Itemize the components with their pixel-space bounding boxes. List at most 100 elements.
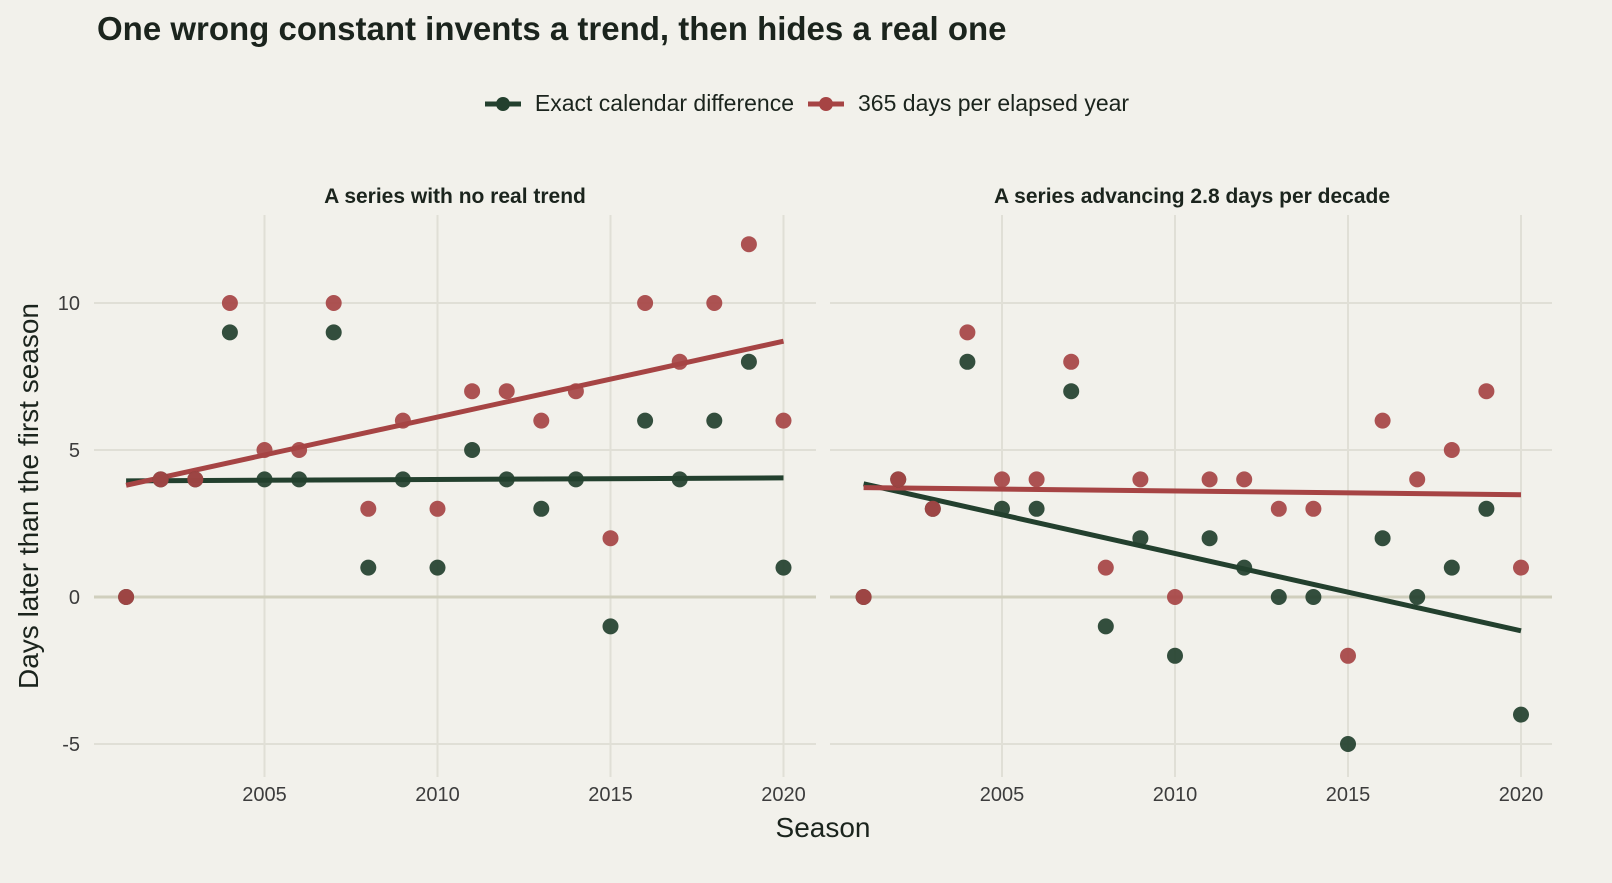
x-tick-label: 2020 [1499, 784, 1544, 806]
data-point-exact [325, 324, 342, 341]
panel-1: A series with no real trend 2005 2010 2015 2… [94, 185, 816, 806]
x-tick-label: 2010 [415, 784, 460, 806]
data-point-exact [429, 559, 446, 576]
data-point-exact [291, 471, 308, 488]
x-tick-label: 2005 [980, 784, 1025, 806]
data-point-approx [187, 471, 204, 488]
legend-label-approx: 365 days per elapsed year [858, 90, 1130, 116]
data-point-approx [256, 442, 273, 458]
y-tick-label: 10 [58, 293, 80, 315]
data-point-approx [1167, 589, 1183, 605]
y-axis-title: Days later than the first season [13, 303, 44, 689]
data-point-approx [1097, 559, 1114, 576]
trend-line-exact [863, 481, 1522, 634]
data-point-approx [1305, 500, 1322, 517]
x-tick-label: 2015 [588, 784, 633, 806]
data-point-exact [1236, 559, 1253, 576]
data-point-approx [602, 530, 619, 547]
data-point-exact [394, 471, 411, 488]
data-point-exact [740, 353, 757, 370]
data-point-approx [152, 471, 169, 488]
panel-title: A series with no real trend [324, 185, 586, 208]
data-point-approx [1201, 471, 1218, 488]
data-point-exact [256, 471, 273, 488]
data-point-exact [994, 500, 1010, 517]
data-point-approx [775, 412, 792, 429]
data-point-approx [706, 295, 723, 311]
legend-label-exact: Exact calendar difference [534, 90, 795, 116]
data-point-approx [855, 589, 872, 605]
data-point-approx [533, 412, 550, 429]
legend-key-exact [484, 96, 521, 111]
data-point-exact [464, 442, 481, 458]
data-point-exact [498, 471, 515, 488]
data-point-approx [959, 324, 976, 341]
data-point-exact [637, 412, 654, 429]
x-tick-label: 2005 [242, 784, 287, 806]
data-point-approx [1270, 500, 1287, 517]
data-point-exact [1132, 530, 1149, 547]
data-point-approx [1236, 471, 1253, 488]
data-point-exact [775, 559, 792, 576]
panel-title: A series advancing 2.8 days per decade [994, 185, 1390, 208]
data-point-exact [671, 471, 688, 488]
x-tick-label: 2010 [1153, 784, 1198, 806]
data-point-exact [1478, 500, 1495, 517]
chart-title: One wrong constant invents a trend, then… [97, 10, 1007, 47]
data-point-approx [1028, 471, 1045, 488]
data-point-exact [221, 324, 238, 341]
data-point-approx [360, 500, 377, 517]
y-tick-label: 0 [69, 587, 80, 609]
panel-2: A series advancing 2.8 days per decade 20… [830, 185, 1552, 806]
data-point-approx [924, 500, 941, 517]
x-axis-title: Season [776, 812, 871, 843]
data-point-exact [1409, 589, 1426, 605]
data-point-approx [291, 442, 308, 458]
data-point-approx [325, 295, 342, 311]
data-point-exact [533, 500, 550, 517]
data-point-exact [1167, 647, 1183, 664]
data-point-approx [498, 383, 515, 400]
legend: Exact calendar difference 365 days per e… [0, 90, 1612, 117]
data-point-exact [1270, 589, 1287, 605]
data-point-exact [706, 412, 723, 429]
data-point-approx [429, 500, 446, 517]
data-point-approx [567, 383, 584, 400]
legend-item-exact: Exact calendar difference [483, 90, 794, 117]
x-tick-label: 2015 [1326, 784, 1371, 806]
data-point-approx [740, 236, 757, 253]
legend-item-approx: 365 days per elapsed year [806, 90, 1129, 117]
trend-line-approx [863, 485, 1522, 498]
data-point-approx [1443, 442, 1460, 458]
data-point-exact [1374, 530, 1391, 547]
data-point-exact [1063, 383, 1080, 400]
legend-key-approx [808, 96, 845, 111]
data-point-approx [1478, 383, 1495, 400]
x-tick-label: 2020 [761, 784, 806, 806]
data-point-exact [1443, 559, 1460, 576]
data-point-approx [890, 471, 907, 488]
data-point-approx [394, 412, 411, 429]
data-point-exact [602, 618, 619, 635]
data-point-approx [637, 295, 654, 311]
data-point-exact [1028, 500, 1045, 517]
data-point-exact [1340, 736, 1356, 752]
data-point-approx [1132, 471, 1149, 488]
data-point-exact [1305, 589, 1322, 605]
data-point-exact [360, 559, 377, 576]
data-point-approx [118, 589, 135, 605]
y-tick-label: 5 [69, 440, 80, 462]
data-point-approx [1374, 412, 1391, 429]
data-point-exact [1201, 530, 1218, 547]
data-point-approx [464, 383, 481, 400]
data-point-approx [1409, 471, 1426, 488]
data-point-exact [959, 353, 976, 370]
data-point-exact [567, 471, 584, 488]
data-point-approx [1340, 647, 1356, 664]
data-point-exact [1097, 618, 1114, 635]
data-point-approx [671, 353, 688, 370]
data-point-approx [1513, 559, 1529, 576]
data-point-approx [1063, 353, 1080, 370]
data-point-approx [221, 295, 238, 311]
